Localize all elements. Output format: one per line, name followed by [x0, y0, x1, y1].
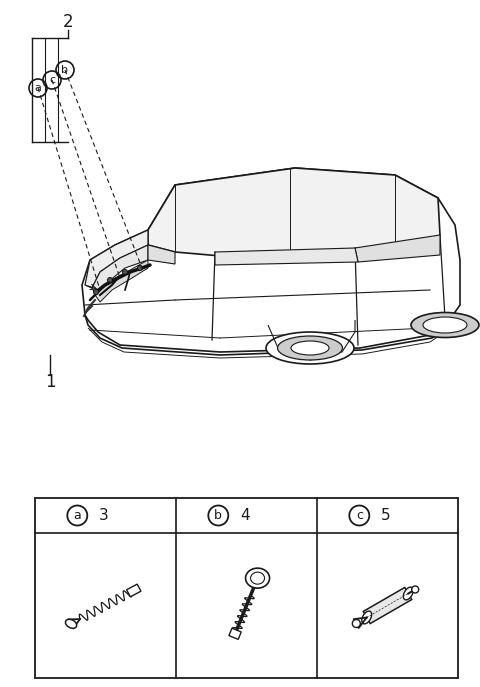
Ellipse shape: [251, 572, 264, 584]
Ellipse shape: [291, 341, 329, 355]
Polygon shape: [148, 168, 440, 262]
Circle shape: [122, 269, 128, 275]
Text: c: c: [356, 509, 363, 522]
Text: 1: 1: [45, 373, 55, 391]
Circle shape: [137, 265, 143, 271]
Polygon shape: [127, 584, 141, 597]
Text: 3: 3: [99, 508, 109, 523]
Ellipse shape: [65, 619, 77, 629]
Ellipse shape: [246, 568, 270, 588]
Circle shape: [108, 278, 112, 282]
Text: b: b: [215, 509, 222, 522]
Polygon shape: [355, 235, 440, 262]
Circle shape: [412, 586, 419, 593]
Text: 5: 5: [381, 508, 391, 523]
Ellipse shape: [277, 336, 343, 360]
Text: a: a: [35, 83, 41, 93]
Ellipse shape: [423, 317, 467, 333]
Ellipse shape: [362, 611, 372, 624]
Bar: [35, 498, 458, 678]
Text: c: c: [49, 75, 55, 85]
Ellipse shape: [403, 587, 413, 600]
Ellipse shape: [411, 313, 479, 337]
Polygon shape: [215, 248, 358, 265]
Text: 2: 2: [63, 13, 73, 31]
Polygon shape: [95, 260, 148, 302]
Text: 4: 4: [240, 508, 250, 523]
Polygon shape: [92, 245, 148, 298]
Text: a: a: [73, 509, 81, 522]
Text: b: b: [61, 65, 69, 75]
Ellipse shape: [266, 332, 354, 364]
Polygon shape: [363, 587, 412, 624]
Circle shape: [94, 289, 98, 295]
Circle shape: [352, 620, 360, 627]
Polygon shape: [82, 168, 460, 352]
Polygon shape: [229, 628, 241, 640]
Polygon shape: [85, 230, 148, 288]
Polygon shape: [148, 245, 175, 264]
